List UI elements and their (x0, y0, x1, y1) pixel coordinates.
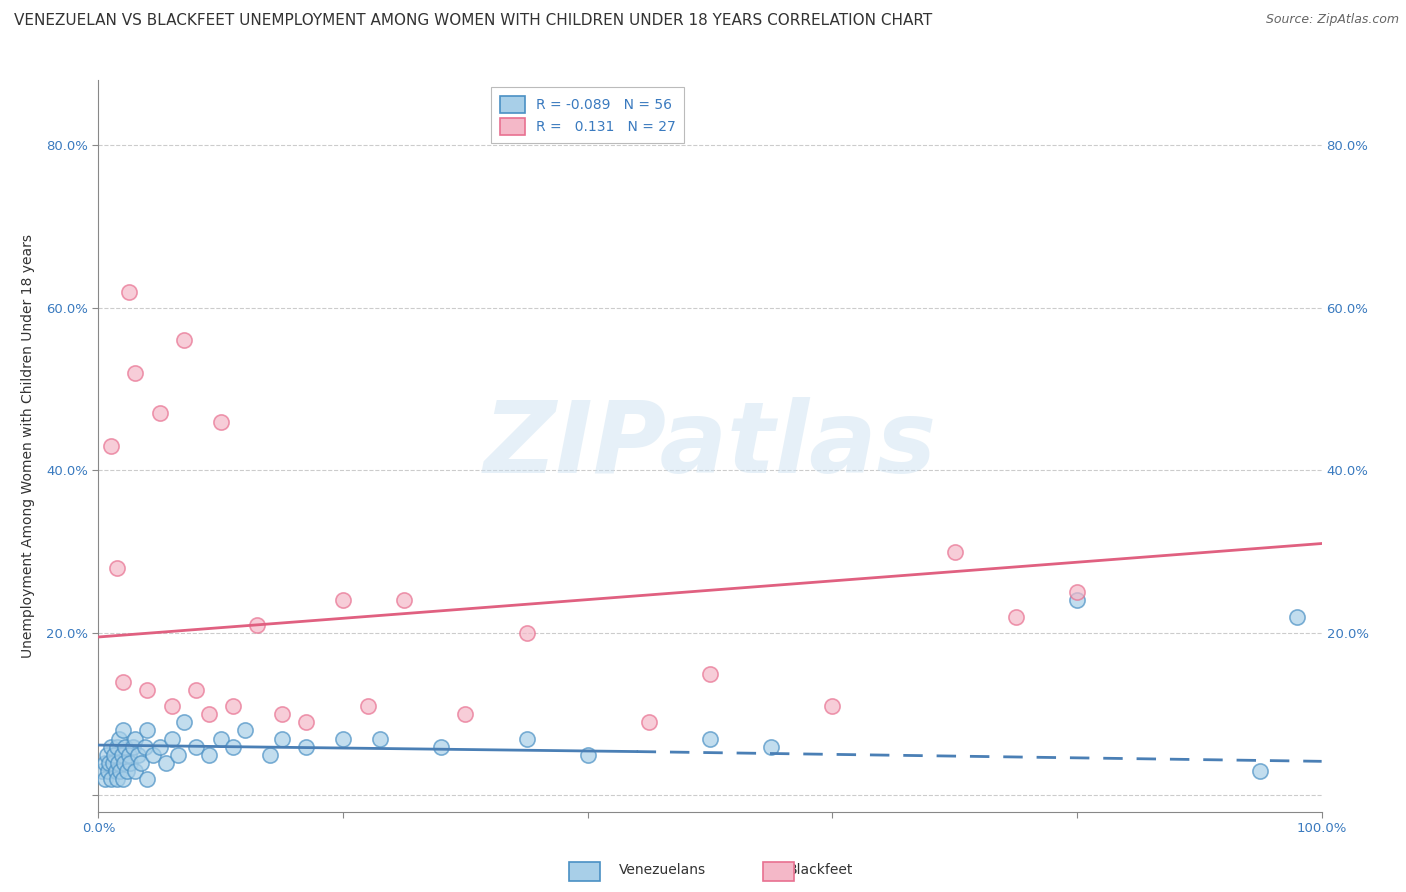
Text: VENEZUELAN VS BLACKFEET UNEMPLOYMENT AMONG WOMEN WITH CHILDREN UNDER 18 YEARS CO: VENEZUELAN VS BLACKFEET UNEMPLOYMENT AMO… (14, 13, 932, 29)
Point (100, 439, 122, 453)
Point (222, 699, 245, 714)
Point (576, 747, 599, 762)
Point (120, 756, 142, 770)
Point (136, 772, 159, 787)
Point (121, 739, 143, 754)
Point (295, 715, 318, 730)
Point (943, 544, 966, 558)
Point (111, 674, 134, 689)
Point (197, 707, 219, 722)
Point (259, 747, 281, 762)
Point (105, 772, 128, 787)
Text: Blackfeet: Blackfeet (787, 863, 852, 877)
Point (515, 731, 537, 746)
Point (105, 561, 128, 575)
Point (111, 747, 134, 762)
Point (111, 723, 134, 738)
Point (103, 747, 125, 762)
Point (821, 699, 844, 714)
Point (167, 747, 190, 762)
Point (100, 772, 122, 787)
Point (134, 739, 156, 754)
Point (430, 739, 453, 754)
Point (173, 715, 195, 730)
Point (1066, 585, 1088, 599)
Point (114, 739, 136, 754)
Point (173, 334, 195, 348)
Text: Venezuelans: Venezuelans (619, 863, 706, 877)
Point (112, 756, 135, 770)
Point (454, 707, 477, 722)
Point (332, 593, 354, 607)
Point (149, 407, 172, 421)
Point (96, 747, 118, 762)
Point (295, 739, 318, 754)
Point (186, 739, 208, 754)
Point (124, 366, 146, 380)
Point (160, 699, 183, 714)
Point (93, 772, 115, 787)
Point (107, 756, 129, 770)
Point (108, 731, 131, 746)
Point (118, 747, 141, 762)
Point (761, 739, 783, 754)
Legend: R = -0.089   N = 56, R =   0.131   N = 27: R = -0.089 N = 56, R = 0.131 N = 27 (492, 87, 683, 144)
Point (93, 756, 115, 770)
Point (699, 666, 721, 681)
Point (101, 756, 124, 770)
Point (98, 756, 121, 770)
Point (332, 731, 354, 746)
Point (222, 739, 245, 754)
Point (129, 756, 152, 770)
Point (233, 723, 256, 738)
Point (246, 617, 269, 632)
Point (368, 731, 391, 746)
Y-axis label: Unemployment Among Women with Children Under 18 years: Unemployment Among Women with Children U… (21, 234, 35, 658)
Point (149, 739, 172, 754)
Point (105, 739, 128, 754)
Point (197, 747, 219, 762)
Point (160, 731, 183, 746)
Point (155, 756, 177, 770)
Point (270, 707, 294, 722)
Point (115, 764, 138, 778)
Point (97, 764, 120, 778)
Point (392, 593, 416, 607)
Point (100, 739, 122, 754)
Point (136, 723, 159, 738)
Point (104, 764, 127, 778)
Point (186, 682, 208, 697)
Point (515, 626, 537, 640)
Point (1004, 609, 1026, 624)
Point (110, 764, 132, 778)
Point (91, 764, 114, 778)
Point (127, 747, 149, 762)
Point (142, 747, 165, 762)
Point (118, 285, 141, 299)
Point (356, 699, 378, 714)
Point (124, 731, 146, 746)
Point (270, 731, 294, 746)
Point (124, 764, 146, 778)
Point (209, 731, 232, 746)
Point (1066, 593, 1088, 607)
Text: ZIPatlas: ZIPatlas (484, 398, 936, 494)
Point (699, 731, 721, 746)
Point (1249, 764, 1271, 778)
Point (209, 415, 232, 429)
Point (1286, 609, 1309, 624)
Text: Source: ZipAtlas.com: Source: ZipAtlas.com (1265, 13, 1399, 27)
Point (136, 682, 159, 697)
Point (111, 772, 134, 787)
Point (638, 715, 661, 730)
